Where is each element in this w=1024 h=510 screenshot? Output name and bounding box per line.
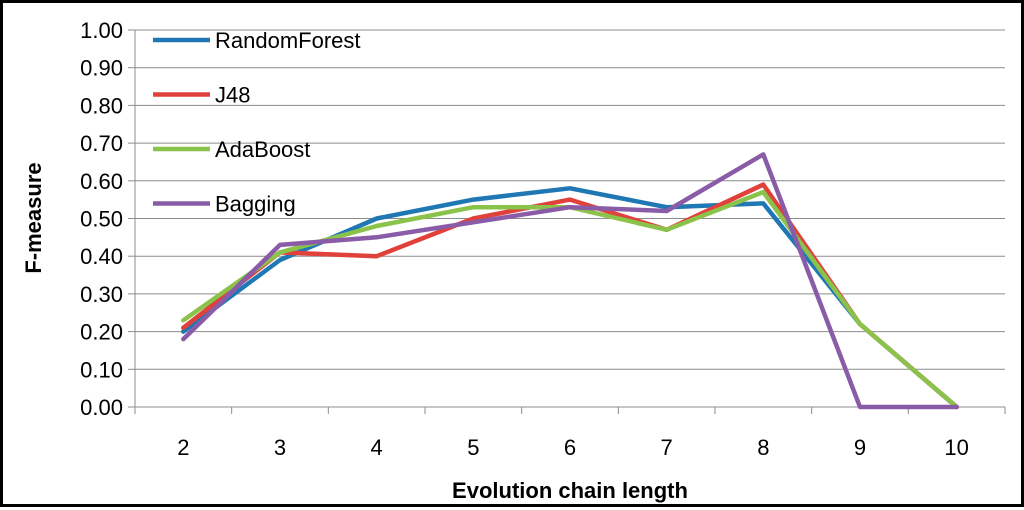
series-lines [181,152,959,410]
x-tick-label: 5 [467,435,479,460]
y-tick-label: 0.40 [80,244,123,269]
line-chart: 0.00 0.10 0.20 0.30 0.40 0.50 0.60 0.70 0.80 0.90… [21,18,1006,503]
x-tick-label: 9 [854,435,866,460]
y-tick-label: 0.00 [80,395,123,420]
x-axis-title: Evolution chain length [452,478,688,503]
x-tick-label: 6 [564,435,576,460]
y-tick-labels: 0.00 0.10 0.20 0.30 0.40 0.50 0.60 0.70 0.80 0.90… [80,18,123,420]
x-tick-labels: 2 3 4 5 6 7 8 9 10 [177,435,969,460]
y-tick-label: 0.90 [80,56,123,81]
y-tick-label: 0.70 [80,131,123,156]
axes [128,29,1006,414]
legend-label: RandomForest [215,28,361,53]
y-axis-title: F-measure [21,162,46,273]
y-tick-label: 1.00 [80,18,123,43]
legend-label: AdaBoost [215,137,310,162]
legend-label: Bagging [215,192,296,217]
y-tick-label: 0.10 [80,357,123,382]
y-tick-label: 0.20 [80,320,123,345]
x-tick-label: 3 [274,435,286,460]
series-line-adaboost [181,189,959,410]
y-tick-label: 0.50 [80,207,123,232]
x-tick-label: 4 [371,435,383,460]
legend: RandomForest J48 AdaBoost Bagging [153,28,361,217]
x-tick-label: 10 [944,435,968,460]
grid-lines [135,29,1005,370]
y-tick-label: 0.60 [80,169,123,194]
x-tick-label: 2 [177,435,189,460]
x-tick-label: 7 [661,435,673,460]
y-tick-label: 0.30 [80,282,123,307]
x-tick-label: 8 [757,435,769,460]
y-tick-label: 0.80 [80,93,123,118]
legend-label: J48 [215,83,250,108]
series-line-bagging [181,152,959,410]
